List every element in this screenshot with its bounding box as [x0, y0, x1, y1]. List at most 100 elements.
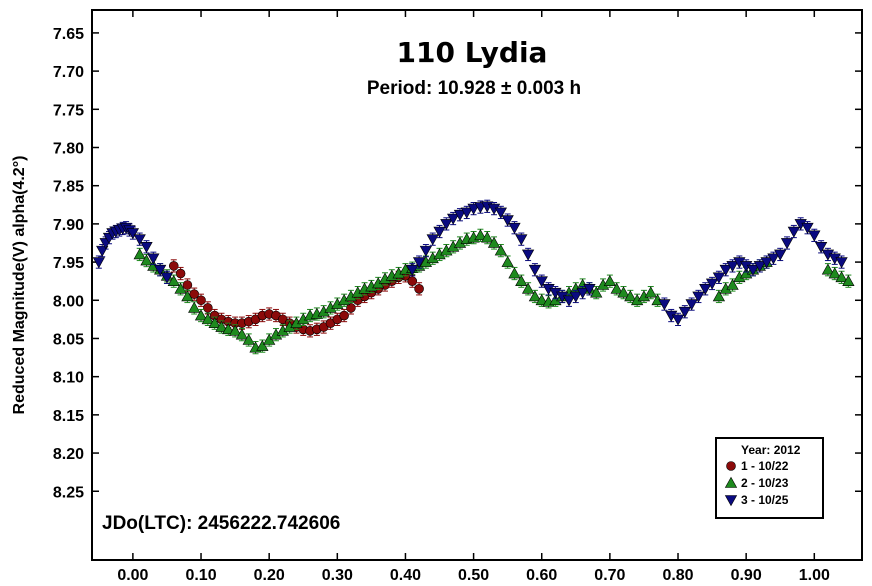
data-point	[535, 276, 548, 288]
data-point	[196, 295, 206, 306]
y-tick-label: 7.85	[53, 179, 84, 196]
data-point	[617, 286, 630, 298]
y-tick-label: 7.95	[53, 255, 84, 272]
data-point	[201, 313, 214, 325]
data-point	[494, 244, 507, 256]
legend-marker	[724, 476, 738, 488]
legend-box	[715, 437, 824, 519]
y-tick-label: 8.10	[53, 370, 84, 387]
data-point	[501, 255, 514, 267]
y-tick-label: 7.90	[53, 217, 84, 234]
data-point	[705, 278, 719, 290]
data-point	[719, 264, 732, 276]
data-point	[140, 254, 153, 266]
data-point	[726, 261, 739, 273]
data-point	[339, 310, 349, 321]
data-point	[256, 339, 269, 351]
data-point	[521, 282, 535, 294]
data-point	[407, 276, 418, 286]
chart-title: 110 Lydia	[397, 36, 548, 69]
data-point	[181, 290, 194, 302]
data-point	[228, 324, 242, 336]
data-point	[175, 268, 186, 279]
data-point	[712, 272, 726, 284]
data-point	[188, 301, 201, 313]
data-point	[194, 309, 208, 321]
data-point	[203, 303, 213, 313]
y-tick-label: 8.15	[53, 408, 84, 425]
y-tick-label: 7.65	[53, 26, 84, 43]
x-tick-label: 0.90	[731, 567, 762, 584]
data-point	[624, 290, 637, 302]
data-point	[760, 257, 773, 269]
data-point	[767, 253, 780, 265]
data-point	[235, 328, 249, 340]
x-tick-labels: 0.00 0.10 0.20 0.30 0.40 0.50 0.60 0.70 0.80 0.90…	[117, 567, 830, 584]
legend-marker	[726, 461, 736, 471]
data-point	[440, 219, 453, 231]
data-point	[610, 282, 623, 294]
x-tick-label: 0.80	[662, 567, 693, 584]
chart-subtitle: Period: 10.928 ± 0.003 h	[367, 78, 581, 99]
data-point	[154, 264, 167, 276]
data-point	[133, 234, 146, 246]
data-point	[528, 264, 542, 276]
y-tick-label: 8.05	[53, 331, 84, 348]
data-point	[712, 290, 726, 302]
series-3	[92, 199, 848, 326]
data-point	[644, 286, 657, 298]
x-tick-label: 0.20	[254, 567, 285, 584]
x-tick-label: 0.50	[458, 567, 489, 584]
y-axis-label: Reduced Magnitude(V) alpha(4.2°)	[11, 156, 28, 415]
data-point	[508, 222, 521, 234]
data-point	[562, 295, 576, 307]
legend-marker	[724, 495, 738, 507]
data-point	[808, 230, 821, 242]
data-point	[699, 284, 712, 296]
data-point	[406, 264, 419, 276]
x-tick-label: 0.70	[594, 567, 625, 584]
jdo-annotation: JDo(LTC): 2456222.742606	[102, 513, 340, 534]
y-tick-label: 7.80	[53, 141, 84, 158]
data-point	[774, 249, 787, 261]
data-point	[814, 242, 828, 254]
data-point	[474, 229, 487, 241]
data-point	[92, 257, 105, 269]
data-point	[678, 306, 691, 318]
data-point	[746, 264, 760, 276]
data-point	[160, 272, 174, 284]
data-point	[535, 294, 548, 306]
legend-label: 3 - 10/25	[741, 493, 789, 507]
data-point	[583, 284, 596, 296]
data-point	[412, 257, 426, 269]
data-point	[167, 274, 180, 286]
x-tick-label: 0.60	[526, 567, 557, 584]
data-point	[521, 249, 535, 261]
data-point	[671, 314, 685, 326]
data-point	[168, 261, 179, 271]
data-point	[414, 284, 424, 294]
data-point	[590, 286, 603, 298]
data-point	[528, 290, 542, 302]
data-point	[787, 226, 800, 238]
x-tick-label: 1.00	[799, 567, 830, 584]
data-point	[147, 253, 160, 265]
data-point	[222, 323, 235, 335]
legend-title: Year: 2012	[741, 443, 801, 457]
legend: Year: 2012 1 - 10/22 2 - 10/23 3 - 10/25	[715, 437, 824, 519]
x-tick-label: 0.10	[185, 567, 216, 584]
data-point	[481, 231, 494, 243]
data-point	[208, 316, 221, 328]
data-point	[140, 242, 153, 254]
data-point	[346, 303, 356, 313]
data-point	[501, 215, 514, 227]
data-point	[426, 234, 439, 246]
x-tick-label: 0.40	[390, 567, 421, 584]
data-point	[685, 299, 698, 311]
data-point	[494, 207, 507, 219]
data-point	[453, 209, 467, 221]
data-point	[828, 267, 841, 279]
data-point	[515, 234, 528, 246]
data-point	[692, 291, 705, 303]
